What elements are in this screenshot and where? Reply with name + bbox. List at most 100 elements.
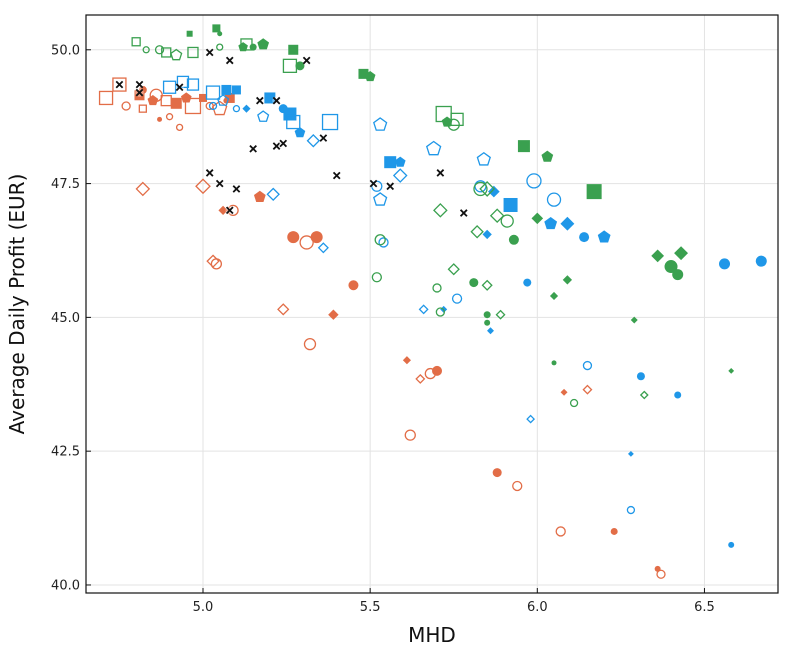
blue-point: [162, 80, 177, 94]
best-point-cross: [255, 96, 264, 105]
best-point-cross: [436, 169, 445, 177]
best-point-cross: [272, 142, 281, 150]
blue-point: [221, 84, 232, 95]
best-point-cross: [232, 185, 241, 193]
green-point: [495, 309, 506, 320]
orange-point: [134, 90, 145, 101]
orange-point: [184, 97, 202, 115]
green-point: [142, 46, 150, 54]
green-point: [481, 279, 493, 291]
green-point: [551, 360, 557, 366]
best-point-marker: [272, 96, 281, 105]
green-point: [161, 47, 172, 58]
best-point-cross: [272, 96, 281, 105]
best-point-cross: [175, 83, 184, 92]
green-point: [473, 181, 488, 197]
orange-point: [135, 181, 151, 197]
best-point-marker: [135, 80, 144, 89]
blue-point: [418, 304, 429, 315]
best-point-marker: [255, 96, 265, 105]
blue-point: [579, 232, 590, 243]
blue-point: [582, 360, 593, 371]
best-point-marker: [385, 181, 395, 191]
best-point-cross: [205, 169, 214, 177]
green-point: [187, 46, 199, 59]
green-point: [569, 398, 579, 408]
blue-point: [186, 78, 200, 91]
orange-point: [165, 113, 174, 121]
blue-point: [719, 258, 731, 270]
best-point-marker: [459, 208, 469, 218]
orange-point: [560, 388, 568, 396]
orange-point: [512, 480, 523, 492]
best-point-marker: [369, 179, 378, 188]
blue-point: [257, 110, 270, 122]
y-tick-label: 45.0: [51, 311, 80, 326]
blue-point: [482, 229, 492, 240]
green-point: [432, 283, 442, 293]
blue-point: [294, 127, 306, 138]
blue-point: [306, 134, 321, 148]
green-point: [364, 70, 376, 82]
orange-point: [310, 231, 323, 244]
orange-point: [555, 526, 566, 537]
blue-point: [232, 105, 241, 113]
plot-frame: [85, 14, 779, 594]
orange-point: [610, 527, 618, 535]
orange-point: [299, 235, 314, 250]
blue-point: [544, 217, 558, 230]
blue-point: [546, 192, 562, 207]
best-point-cross: [332, 171, 341, 180]
orange-point: [227, 204, 239, 216]
orange-point: [112, 77, 127, 92]
y-tick-label: 42.5: [51, 445, 80, 460]
green-point: [562, 275, 573, 285]
best-point-cross: [386, 182, 395, 191]
green-point: [131, 37, 141, 47]
green-point: [479, 181, 496, 197]
green-point: [154, 45, 165, 55]
orange-point: [348, 280, 359, 291]
green-point: [630, 316, 638, 324]
blue-point: [674, 391, 682, 399]
orange-point: [199, 93, 208, 102]
blue-point: [231, 85, 241, 95]
blue-point: [176, 75, 190, 89]
blue-point: [523, 278, 532, 287]
orange-point: [582, 384, 593, 395]
blue-point: [503, 197, 518, 212]
best-point-cross: [135, 80, 144, 89]
orange-point: [170, 97, 182, 109]
orange-point: [415, 373, 426, 384]
blue-point: [597, 230, 611, 243]
orange-point: [224, 92, 235, 103]
orange-point: [218, 205, 228, 215]
green-point: [517, 140, 530, 153]
green-point: [672, 269, 684, 281]
x-tick-label: 5.0: [193, 600, 214, 615]
blue-point: [266, 187, 280, 202]
best-point-marker: [232, 184, 241, 194]
green-point: [674, 246, 689, 261]
green-point: [450, 112, 464, 127]
best-point-cross: [205, 48, 214, 57]
best-point-marker: [278, 139, 288, 148]
orange-point: [253, 190, 266, 202]
green-point: [639, 390, 649, 400]
green-point: [212, 24, 221, 33]
best-point-cross: [302, 56, 311, 65]
y-tick-label: 50.0: [51, 43, 80, 58]
green-point: [541, 150, 554, 162]
green-point: [282, 58, 298, 73]
blue-point: [451, 293, 463, 304]
best-point-cross: [369, 179, 378, 188]
best-point-cross: [115, 80, 124, 89]
green-point: [447, 263, 460, 276]
orange-point: [328, 309, 339, 320]
green-point: [257, 38, 270, 50]
orange-point: [303, 337, 317, 351]
blue-point: [425, 140, 442, 156]
best-point-marker: [319, 133, 328, 143]
x-tick-label: 6.0: [527, 600, 548, 615]
orange-point: [175, 123, 184, 132]
